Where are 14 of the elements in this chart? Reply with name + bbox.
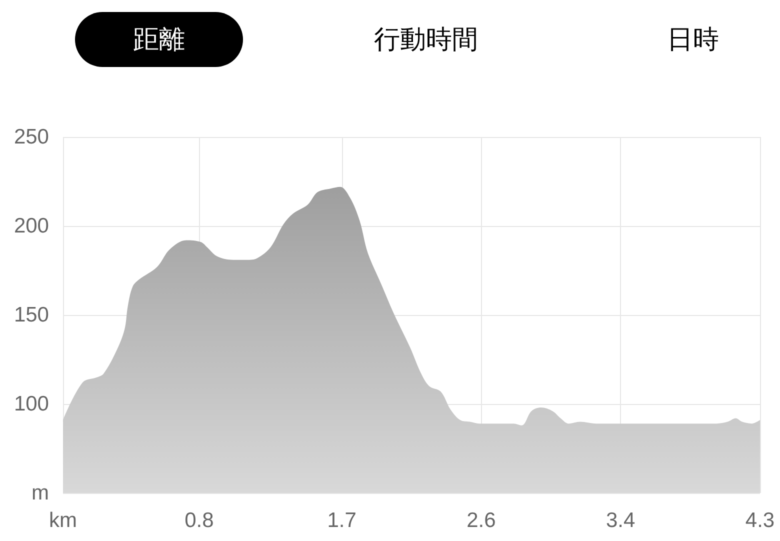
y-tick-label: m (32, 482, 49, 504)
tab-label: 日時 (667, 24, 719, 54)
y-tick-label: 250 (14, 126, 49, 148)
x-tick-label: 4.3 (745, 509, 775, 532)
x-tick-label: 0.8 (184, 509, 214, 532)
y-tick-label: 100 (14, 392, 49, 416)
tab-label: 行動時間 (374, 24, 478, 54)
tab-label: 距離 (133, 24, 185, 54)
y-tick-label: 200 (14, 214, 49, 238)
x-tick-label: km (49, 509, 77, 532)
y-tick-label: 150 (14, 304, 49, 326)
x-tick-label: 2.6 (466, 509, 496, 532)
x-tick-label: 3.4 (606, 509, 636, 532)
x-tick-label: 1.7 (327, 509, 356, 532)
